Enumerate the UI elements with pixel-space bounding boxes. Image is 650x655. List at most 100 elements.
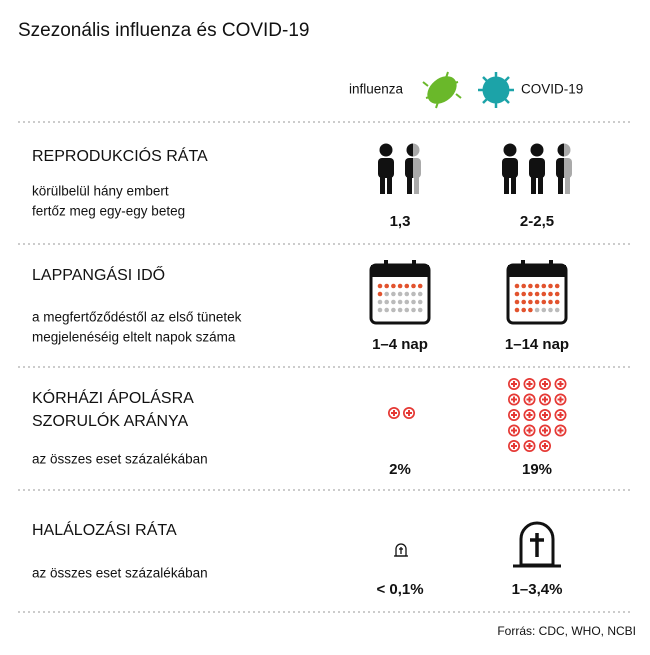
calendar-day (397, 291, 403, 297)
calendar-day (417, 299, 423, 305)
value: 1,3 (390, 213, 411, 230)
calendar-day (384, 291, 390, 297)
calendar-day (411, 307, 416, 313)
grave-icons (394, 521, 561, 568)
calendar-day (384, 307, 390, 313)
people-icons (378, 143, 572, 194)
calendar-day (404, 291, 410, 297)
calendar-day (411, 291, 416, 297)
row-title: SZORULÓK ARÁNYA (32, 411, 189, 430)
cross (508, 378, 520, 390)
calendar-day (541, 299, 547, 305)
cross (523, 424, 536, 437)
virus-icons (422, 70, 516, 110)
calendar-day (541, 283, 547, 289)
cross (508, 424, 520, 437)
cross (403, 407, 415, 419)
value: 2% (389, 461, 411, 478)
calendar-day (514, 307, 520, 313)
calendar-day (534, 299, 540, 305)
calendar-day (528, 283, 533, 289)
cross (539, 378, 551, 390)
value: 1–4 nap (372, 336, 428, 353)
calendar-day (534, 283, 540, 289)
cross (539, 409, 551, 421)
calendar-day (384, 299, 390, 305)
calendar-day (548, 307, 553, 313)
cross (508, 440, 520, 452)
cross (554, 393, 567, 406)
calendar-day (397, 283, 403, 289)
covid-icon (476, 70, 516, 110)
column-header: influenza (349, 82, 404, 97)
value: 1–3,4% (512, 581, 563, 598)
value: 1–14 nap (505, 336, 569, 353)
calendar-day (528, 299, 533, 305)
row-description: körülbelül hány embert (32, 184, 169, 199)
calendar-day (521, 283, 526, 289)
calendar-day (391, 291, 396, 297)
calendar-day (411, 299, 416, 305)
calendar-day (554, 283, 560, 289)
hospital-icons (388, 378, 567, 452)
cross (539, 440, 551, 452)
value: 2-2,5 (520, 213, 554, 230)
calendar-day (534, 307, 540, 313)
calendar-day (514, 291, 520, 297)
cross (554, 409, 567, 421)
calendar-day (377, 299, 383, 305)
row-title: KÓRHÁZI ÁPOLÁSRA (32, 388, 194, 407)
calendar-day (548, 283, 553, 289)
column-header: COVID-19 (521, 82, 583, 97)
calendar-day (397, 307, 403, 313)
calendar-day (554, 307, 560, 313)
calendar-day (391, 307, 396, 313)
calendar-day (397, 299, 403, 305)
row-title: LAPPANGÁSI IDŐ (32, 265, 165, 284)
value: 19% (522, 461, 552, 478)
calendar-day (411, 283, 416, 289)
calendar-day (417, 307, 423, 313)
calendar-day (404, 307, 410, 313)
calendar-day (377, 283, 383, 289)
cross (523, 409, 536, 421)
calendar-day (554, 291, 560, 297)
row-description: az összes eset százalékában (32, 452, 208, 467)
calendar-day (521, 307, 526, 313)
row-description: az összes eset százalékában (32, 566, 208, 581)
cross (508, 409, 520, 421)
calendar-day (377, 291, 383, 297)
calendar-icons (369, 260, 568, 325)
calendar-day (548, 291, 553, 297)
calendar-day (541, 307, 547, 313)
cross (539, 424, 551, 437)
title: Szezonális influenza és COVID-19 (18, 20, 309, 41)
calendar-day (404, 283, 410, 289)
calendar-day (377, 307, 383, 313)
cross (539, 393, 551, 406)
calendar-day (514, 299, 520, 305)
row-title: REPRODUKCIÓS RÁTA (32, 146, 208, 165)
row-description: megjelenéséig eltelt napok száma (32, 330, 236, 345)
row-description: fertőz meg egy-egy beteg (32, 204, 185, 219)
influenza-icon (422, 71, 462, 109)
calendar-day (391, 283, 396, 289)
calendar-day (554, 299, 560, 305)
calendar-day (417, 291, 423, 297)
calendar-day (528, 291, 533, 297)
cross (508, 393, 520, 406)
cross (388, 407, 400, 419)
calendar-day (384, 283, 390, 289)
calendar-day (417, 283, 423, 289)
source: Forrás: CDC, WHO, NCBI (497, 624, 636, 638)
cross (554, 378, 567, 390)
row-title: HALÁLOZÁSI RÁTA (32, 520, 177, 539)
calendar-day (514, 283, 520, 289)
cross (523, 440, 536, 452)
value: < 0,1% (376, 581, 423, 598)
calendar-day (391, 299, 396, 305)
calendar-day (541, 291, 547, 297)
cross (523, 378, 536, 390)
calendar-day (404, 299, 410, 305)
